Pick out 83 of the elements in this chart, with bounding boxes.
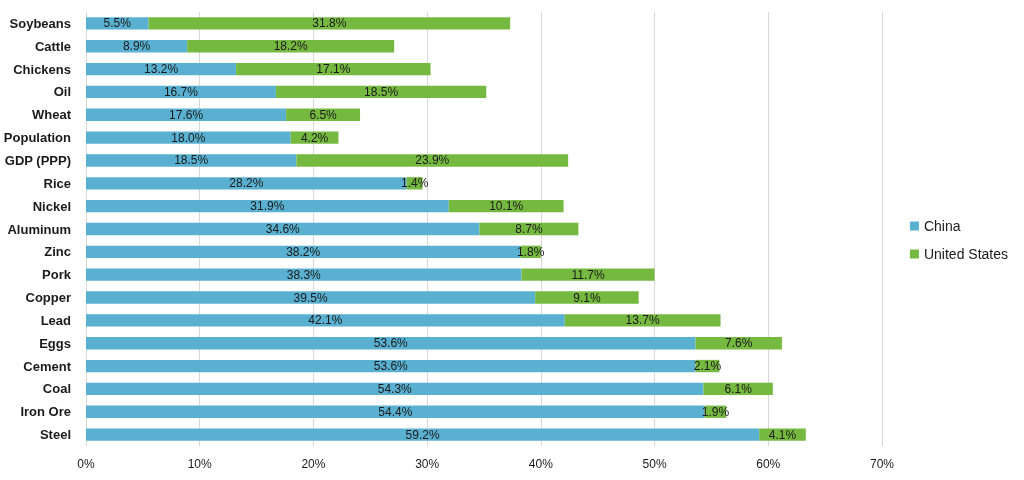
y-tick-label: Pork (42, 267, 72, 283)
bar (86, 268, 522, 281)
x-tick-label: 20% (301, 457, 326, 471)
data-label: 18.5% (364, 84, 399, 99)
data-label: 6.5% (309, 107, 338, 122)
data-label: 4.2% (300, 130, 329, 145)
y-tick-label: Population (3, 130, 72, 146)
bar (86, 131, 291, 144)
y-tick-label: Steel (39, 427, 71, 443)
legend-label: United States (923, 246, 1009, 262)
data-label: 8.9% (122, 39, 151, 54)
bar (187, 40, 395, 53)
data-label: 16.7% (163, 84, 199, 99)
bar (564, 314, 721, 327)
y-tick-label: Rice (43, 175, 71, 191)
data-label: 13.2% (144, 62, 179, 77)
y-tick-label: Copper (25, 290, 71, 306)
data-label: 17.6% (169, 107, 204, 122)
data-label: 18.2% (273, 39, 309, 54)
data-label: 54.4% (378, 404, 413, 419)
data-label: 53.6% (373, 336, 409, 351)
y-tick-label: Aluminum (7, 221, 71, 237)
bar (86, 154, 297, 167)
data-label: 38.3% (286, 267, 322, 282)
data-label: 17.1% (316, 62, 351, 77)
y-tick-label: Cement (23, 358, 72, 374)
data-label: 31.8% (312, 16, 347, 31)
data-label: 23.9% (415, 153, 450, 168)
data-label: 39.5% (293, 290, 328, 305)
y-tick-label: Oil (53, 84, 71, 100)
y-tick-label: Wheat (32, 107, 72, 123)
data-label: 4.1% (768, 427, 797, 442)
y-tick-label: Eggs (39, 335, 71, 351)
data-label: 10.1% (489, 199, 524, 214)
data-label: 34.6% (265, 222, 301, 236)
x-tick-label: 0% (77, 457, 95, 471)
bar (86, 199, 449, 213)
data-label: 18.5% (174, 153, 209, 168)
y-tick-label: Zinc (44, 244, 71, 260)
x-tick-label: 50% (642, 457, 667, 471)
legend-label: China (923, 218, 961, 234)
y-tick-label: Coal (42, 381, 71, 397)
data-label: 7.6% (725, 336, 753, 351)
y-tick-label: Cattle (34, 38, 71, 54)
y-tick-label: Soybeans (9, 15, 71, 31)
y-tick-label: Nickel (32, 198, 71, 214)
bar (236, 62, 431, 76)
bar (86, 314, 565, 327)
bar (86, 108, 287, 121)
x-tick-label: 70% (869, 457, 895, 471)
data-label: 59.2% (405, 427, 440, 442)
data-label: 31.9% (250, 199, 285, 214)
bar (86, 222, 480, 236)
data-label: 38.2% (286, 244, 321, 259)
bar (296, 154, 569, 167)
bar (275, 85, 487, 99)
y-tick-label: GDP (PPP) (4, 152, 71, 168)
x-tick-label: 40% (528, 457, 554, 471)
data-label: 18.0% (171, 130, 206, 145)
bar (86, 359, 696, 373)
bar (86, 291, 536, 304)
data-label: 6.1% (724, 381, 753, 396)
data-label: 11.7% (571, 267, 605, 282)
data-label: 42.1% (308, 313, 343, 328)
data-label: 54.3% (377, 381, 413, 396)
bar (86, 337, 696, 350)
data-label: 28.2% (229, 176, 264, 191)
x-tick-label: 30% (415, 457, 440, 471)
data-label: 53.6% (373, 359, 409, 374)
x-tick-label: 60% (756, 457, 781, 471)
data-label: 13.7% (625, 313, 660, 328)
bar (86, 428, 760, 441)
bar (86, 85, 276, 99)
data-label: 9.1% (573, 290, 601, 305)
y-tick-label: Iron Ore (20, 404, 71, 420)
data-label: 5.5% (103, 16, 132, 31)
bar (86, 382, 704, 396)
x-tick-label: 10% (187, 457, 213, 471)
bar (535, 291, 639, 304)
bar (148, 17, 511, 30)
data-label: 8.7% (515, 222, 543, 236)
y-tick-label: Lead (40, 312, 72, 328)
y-tick-label: Chickens (13, 61, 71, 77)
